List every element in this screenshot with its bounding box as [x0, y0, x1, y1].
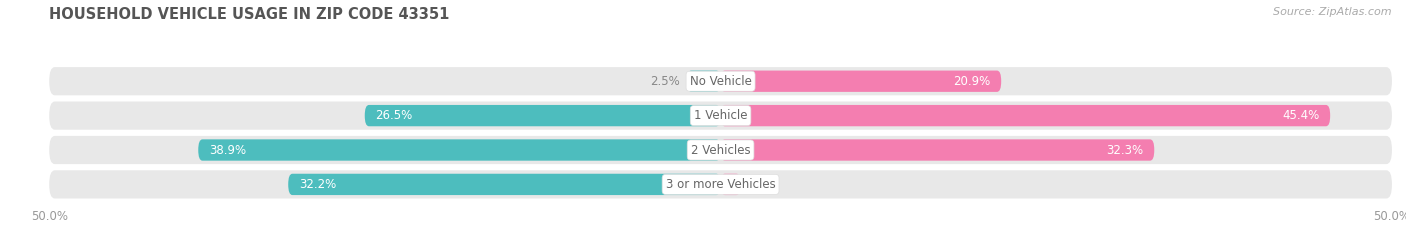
Text: 3 or more Vehicles: 3 or more Vehicles [665, 178, 776, 191]
Text: 1.5%: 1.5% [748, 178, 778, 191]
FancyBboxPatch shape [288, 174, 721, 195]
Text: 20.9%: 20.9% [953, 75, 990, 88]
FancyBboxPatch shape [721, 174, 741, 195]
FancyBboxPatch shape [364, 105, 721, 126]
FancyBboxPatch shape [721, 105, 1330, 126]
FancyBboxPatch shape [49, 67, 1392, 95]
FancyBboxPatch shape [198, 139, 721, 161]
Text: 32.3%: 32.3% [1107, 144, 1143, 157]
Text: 45.4%: 45.4% [1282, 109, 1319, 122]
Text: 2 Vehicles: 2 Vehicles [690, 144, 751, 157]
Text: Source: ZipAtlas.com: Source: ZipAtlas.com [1274, 7, 1392, 17]
FancyBboxPatch shape [721, 71, 1001, 92]
FancyBboxPatch shape [49, 102, 1392, 130]
Text: 38.9%: 38.9% [209, 144, 246, 157]
Text: 1 Vehicle: 1 Vehicle [693, 109, 748, 122]
FancyBboxPatch shape [721, 139, 1154, 161]
Text: 32.2%: 32.2% [299, 178, 336, 191]
FancyBboxPatch shape [688, 71, 721, 92]
Text: No Vehicle: No Vehicle [689, 75, 752, 88]
FancyBboxPatch shape [49, 170, 1392, 199]
FancyBboxPatch shape [49, 136, 1392, 164]
Text: 26.5%: 26.5% [375, 109, 413, 122]
Text: 2.5%: 2.5% [651, 75, 681, 88]
Text: HOUSEHOLD VEHICLE USAGE IN ZIP CODE 43351: HOUSEHOLD VEHICLE USAGE IN ZIP CODE 4335… [49, 7, 450, 22]
